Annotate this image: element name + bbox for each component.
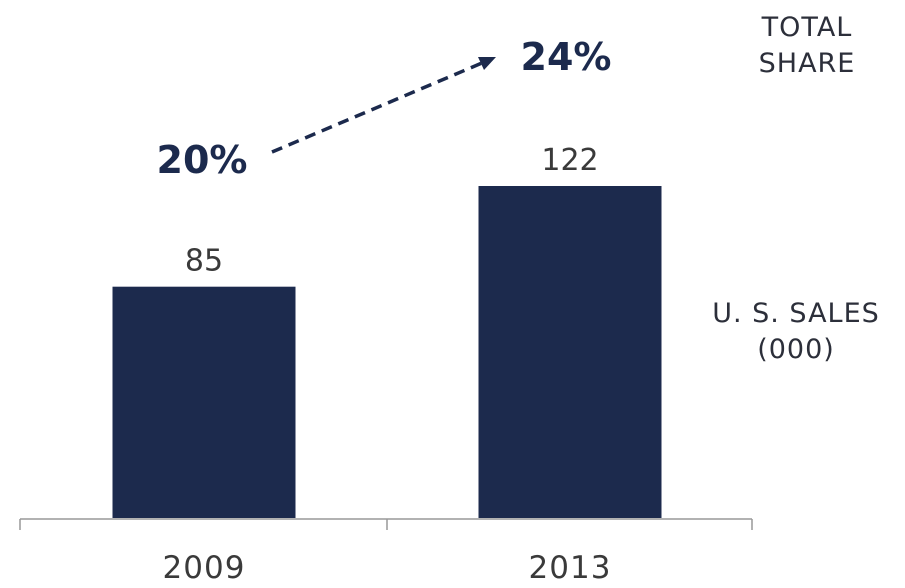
share-label-2009: 20% <box>157 138 248 182</box>
share-label-2013: 24% <box>521 35 612 79</box>
total-share-label-line1: TOTAL <box>761 12 853 43</box>
share-trend-arrowhead <box>478 57 496 70</box>
total-share-label-line2: SHARE <box>758 48 856 79</box>
us-sales-label-line1: U. S. SALES <box>712 298 880 329</box>
x-tick-label-2013: 2013 <box>529 550 612 584</box>
bar-2009 <box>112 286 296 518</box>
total-share-label: TOTAL SHARE <box>712 10 902 82</box>
value-label-2009: 85 <box>185 244 223 279</box>
x-tick-label-2009: 2009 <box>163 550 246 584</box>
share-trend-arrow-line <box>271 61 483 154</box>
us-sales-label: U. S. SALES (000) <box>690 296 902 368</box>
bar-2013 <box>478 186 662 518</box>
us-sales-label-line2: (000) <box>757 334 835 365</box>
value-label-2013: 122 <box>541 143 598 178</box>
